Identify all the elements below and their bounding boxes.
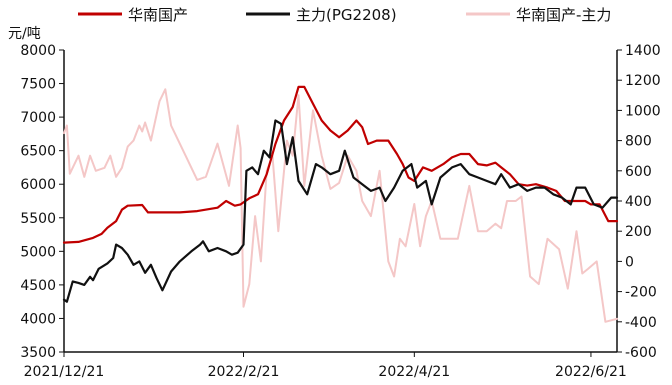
left-tick-label: 4000 <box>20 311 56 327</box>
left-tick-label: 7000 <box>20 110 56 126</box>
right-tick-label: 400 <box>625 194 652 210</box>
y-axis-unit-label: 元/吨 <box>8 26 41 42</box>
legend: 华南国产 主力(PG2208) 华南国产-主力 <box>78 6 611 24</box>
right-y-axis-ticks: -600 -400 -200 0 200 400 600 800 1000 1200 1400 <box>617 43 661 361</box>
left-tick-label: 5000 <box>20 244 56 260</box>
legend-label-spread: 华南国产-主力 <box>516 6 611 24</box>
left-tick-label: 4500 <box>20 278 56 294</box>
series-line-spread <box>63 88 618 323</box>
x-tick-label: 2022/6/21 <box>555 364 627 380</box>
left-tick-label: 6000 <box>20 177 56 193</box>
right-tick-label: 200 <box>625 224 652 240</box>
left-tick-label: 7500 <box>20 77 56 93</box>
right-tick-label: 800 <box>625 134 652 150</box>
legend-label-main: 主力(PG2208) <box>296 6 397 24</box>
left-tick-label: 5500 <box>20 211 56 227</box>
left-y-axis-ticks: 3500 4000 4500 5000 5500 6000 6500 7000 7500 8000 <box>20 43 64 361</box>
right-tick-label: -200 <box>625 285 657 301</box>
right-tick-label: 1400 <box>625 43 661 59</box>
x-tick-label: 2022/4/21 <box>378 364 450 380</box>
left-tick-label: 8000 <box>20 43 56 59</box>
left-tick-label: 6500 <box>20 144 56 160</box>
right-tick-label: -400 <box>625 315 657 331</box>
series-line-main <box>62 119 619 303</box>
left-tick-label: 3500 <box>20 345 56 361</box>
right-tick-label: 1000 <box>625 103 661 119</box>
series-layer <box>62 85 619 323</box>
right-tick-label: -600 <box>625 345 657 361</box>
series-line-huanan <box>62 85 619 244</box>
right-tick-label: 600 <box>625 164 652 180</box>
x-tick-label: 2022/2/21 <box>208 364 280 380</box>
x-tick-label: 2021/12/21 <box>24 364 105 380</box>
right-tick-label: 0 <box>625 254 634 270</box>
right-tick-label: 1200 <box>625 73 661 89</box>
x-axis-ticks: 2021/12/21 2022/2/21 2022/4/21 2022/6/21 <box>24 352 627 380</box>
legend-label-huanan: 华南国产 <box>128 6 188 24</box>
